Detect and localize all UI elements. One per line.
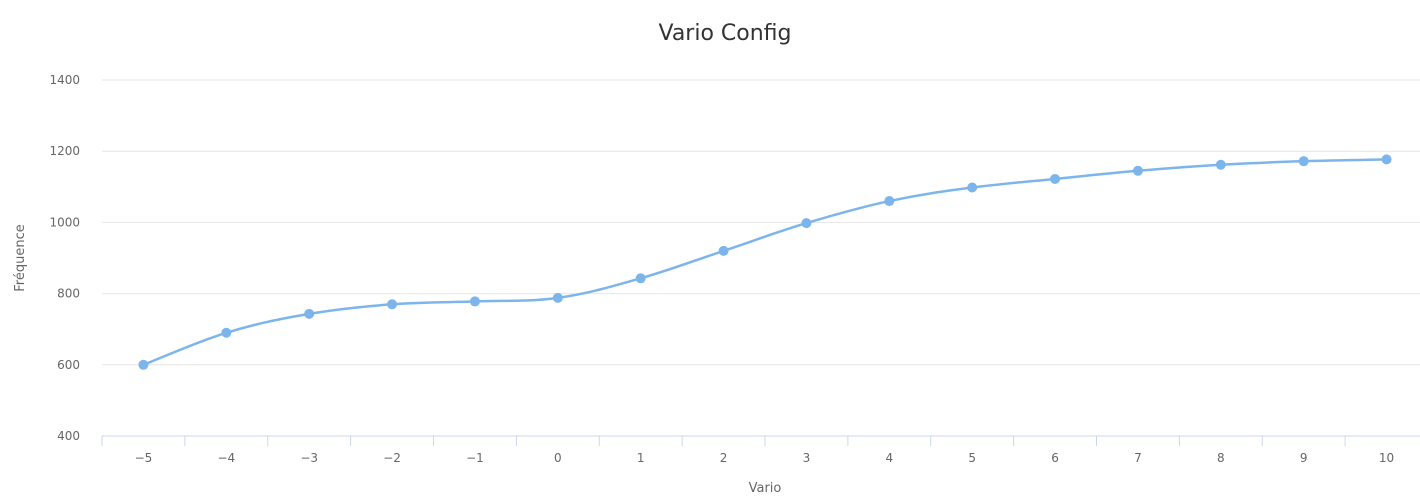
series-layer xyxy=(138,154,1392,370)
x-tick-label: 1 xyxy=(637,451,645,465)
x-tick-label: 2 xyxy=(720,451,728,465)
x-tick-label: 9 xyxy=(1300,451,1308,465)
data-point xyxy=(304,308,315,319)
x-axis: −5 −4 −3 −2 −1 0 1 2 3 4 5 6 7 8 9 10 xyxy=(101,435,1420,465)
y-axis-title: Fréquence xyxy=(13,224,28,291)
data-point xyxy=(1050,173,1061,184)
x-tick-label: 5 xyxy=(968,451,976,465)
y-tick-label: 1000 xyxy=(49,215,80,229)
x-tick-label: −5 xyxy=(135,451,153,465)
gridlines xyxy=(102,79,1420,366)
data-point xyxy=(552,292,563,303)
x-tick-label: −1 xyxy=(466,451,484,465)
x-tick-label: 7 xyxy=(1134,451,1142,465)
x-tick-label: 4 xyxy=(885,451,893,465)
data-point xyxy=(387,299,398,310)
y-tick-label: 1200 xyxy=(49,144,80,158)
chart-title: Vario Config xyxy=(658,21,791,46)
data-point xyxy=(469,296,480,307)
data-point xyxy=(718,245,729,256)
y-tick-label: 600 xyxy=(57,358,80,372)
y-axis: 400 600 800 1000 1200 1400 xyxy=(49,73,80,443)
data-point xyxy=(1215,159,1226,170)
x-tick-label: 8 xyxy=(1217,451,1225,465)
data-point xyxy=(1132,165,1143,176)
data-point xyxy=(1298,156,1309,167)
x-tick-label: −2 xyxy=(383,451,401,465)
data-point xyxy=(138,359,149,370)
data-point xyxy=(967,182,978,193)
x-tick-label: 0 xyxy=(554,451,562,465)
data-point xyxy=(1381,154,1392,165)
data-point xyxy=(221,327,232,338)
y-tick-label: 800 xyxy=(57,287,80,301)
y-tick-label: 1400 xyxy=(49,73,80,87)
x-tick-label: 6 xyxy=(1051,451,1059,465)
data-point xyxy=(801,218,812,229)
data-point xyxy=(884,196,895,207)
x-tick-label: −4 xyxy=(217,451,235,465)
x-axis-title: Vario xyxy=(749,481,782,496)
series-line xyxy=(142,158,1388,367)
x-tick-label: 10 xyxy=(1379,451,1394,465)
x-tick-label: 3 xyxy=(803,451,811,465)
y-tick-label: 400 xyxy=(57,429,80,443)
x-tick-label: −3 xyxy=(300,451,318,465)
data-point xyxy=(635,273,646,284)
